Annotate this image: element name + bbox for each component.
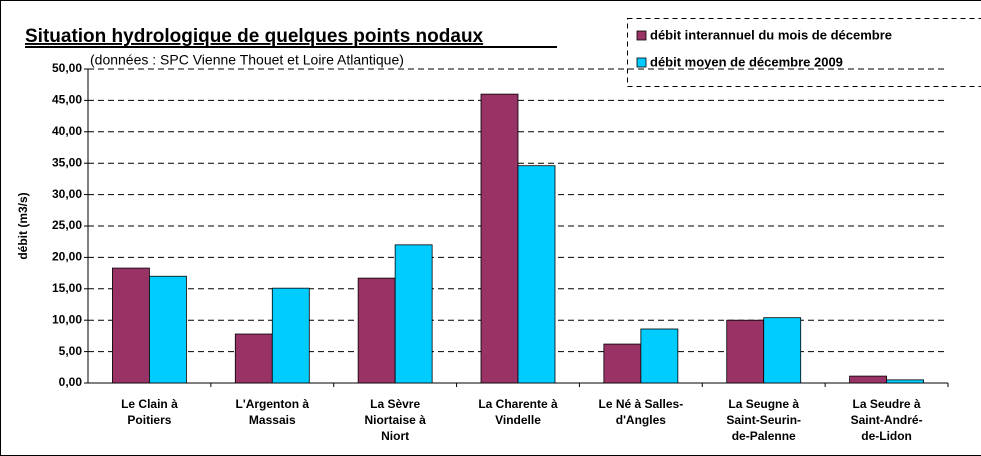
y-tick-label: 0,00 xyxy=(59,375,83,389)
bar xyxy=(234,333,273,384)
y-tick-label: 45,00 xyxy=(52,93,82,107)
y-tick-label: 20,00 xyxy=(52,250,82,264)
x-tick-label: Le Né à Salles- d'Angles xyxy=(598,397,684,427)
y-tick-label: 30,00 xyxy=(52,187,82,201)
bar xyxy=(886,379,924,384)
x-tick-label: L'Argenton à Massais xyxy=(235,397,310,427)
x-tick-label: La Sèvre Niortaise à Niort xyxy=(364,397,426,443)
bar xyxy=(726,319,765,384)
x-tick-label: La Seugne à Saint-Seurin- de-Palenne xyxy=(726,397,802,443)
bar xyxy=(763,317,802,384)
chart-title: Situation hydrologique de quelques point… xyxy=(25,26,484,47)
x-tick-label: La Charente à Vindelle xyxy=(478,397,558,427)
y-tick-label: 15,00 xyxy=(52,281,82,295)
legend-label: débit moyen de décembre 2009 xyxy=(650,54,843,69)
y-tick-label: 35,00 xyxy=(52,155,82,169)
y-tick-label: 40,00 xyxy=(52,124,82,138)
legend-box xyxy=(627,18,981,87)
bar xyxy=(112,267,150,384)
y-tick-label: 25,00 xyxy=(52,218,82,232)
bar xyxy=(480,93,519,384)
bar xyxy=(603,343,642,384)
legend-swatch xyxy=(636,57,647,68)
legend-swatch xyxy=(636,30,647,41)
bar xyxy=(149,275,187,384)
y-tick-label: 5,00 xyxy=(59,344,83,358)
chart-subtitle: (données : SPC Vienne Thouet et Loire At… xyxy=(90,52,404,68)
bar xyxy=(394,244,433,384)
bar xyxy=(357,277,396,384)
bar xyxy=(517,165,556,384)
bar xyxy=(640,328,679,384)
bar xyxy=(271,287,310,384)
x-tick-label: La Seudre à Saint-André- de-Lidon xyxy=(850,397,923,443)
y-tick-label: 10,00 xyxy=(52,312,82,326)
bar xyxy=(849,375,887,384)
y-tick-label: 50,00 xyxy=(52,61,82,75)
y-axis-label: débit (m3/s) xyxy=(16,192,30,259)
x-tick-label: Le Clain à Poitiers xyxy=(121,397,178,427)
legend-label: débit interannuel du mois de décembre xyxy=(650,27,892,42)
